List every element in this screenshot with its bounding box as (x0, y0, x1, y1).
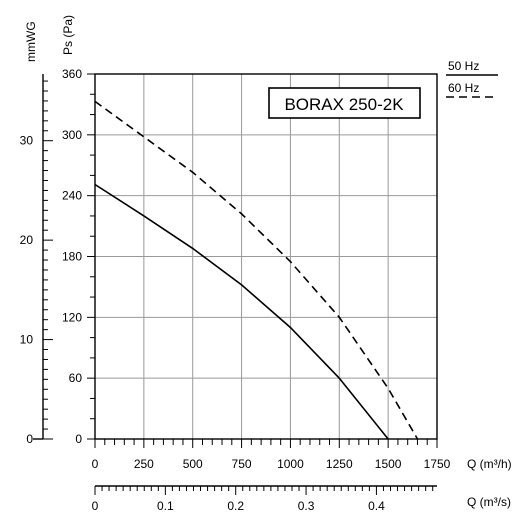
y-tick-label: 180 (62, 250, 82, 264)
y-axis-label-pa: Ps (Pa) (61, 15, 75, 55)
grid (95, 74, 437, 439)
y-tick-label: 60 (69, 371, 83, 385)
labels: Ps (Pa) mmWG Q (m³/h) Q (m³/s) (24, 15, 512, 509)
x2-tick-label: 0.3 (298, 499, 315, 513)
x2-axis-label-m3s: Q (m³/s) (467, 495, 511, 509)
x-tick-label: 0 (92, 457, 99, 471)
y-tick-label: 300 (62, 128, 82, 142)
y-tick-label: 0 (75, 432, 82, 446)
y-tick-label: 360 (62, 67, 82, 81)
x-tick-label: 1000 (277, 457, 304, 471)
legend-label-2: 60 Hz (448, 81, 479, 95)
series-line-2 (94, 100, 419, 440)
chart-title: BORAX 250-2K (284, 95, 404, 114)
y2-axis-label-mmwg: mmWG (24, 21, 38, 62)
legend: 50 Hz 60 Hz (446, 59, 498, 98)
x2-tick-label: 0.1 (157, 499, 174, 513)
title-frame (268, 87, 421, 119)
series-line-1 (94, 183, 389, 440)
y2-tick-label: 20 (20, 233, 34, 247)
x-tick-label: 1500 (375, 457, 402, 471)
x-tick-label: 250 (134, 457, 154, 471)
y2-tick-label: 10 (20, 333, 34, 347)
x2-tick-label: 0.4 (368, 499, 385, 513)
y-tick-label: 120 (62, 310, 82, 324)
x-tick-label: 500 (183, 457, 203, 471)
x2-tick-label: 0.2 (227, 499, 244, 513)
title-box: BORAX 250-2K (268, 87, 421, 119)
x-tick-label: 1750 (424, 457, 451, 471)
y-tick-label: 240 (62, 189, 82, 203)
y2-tick-label: 30 (20, 134, 34, 148)
x-axis-label-m3h: Q (m³/h) (467, 457, 512, 471)
curves (94, 100, 419, 440)
x-tick-label: 750 (232, 457, 252, 471)
x-tick-label: 1250 (326, 457, 353, 471)
x2-tick-label: 0 (92, 499, 99, 513)
y2-tick-label: 0 (26, 432, 33, 446)
legend-label-1: 50 Hz (448, 59, 479, 73)
